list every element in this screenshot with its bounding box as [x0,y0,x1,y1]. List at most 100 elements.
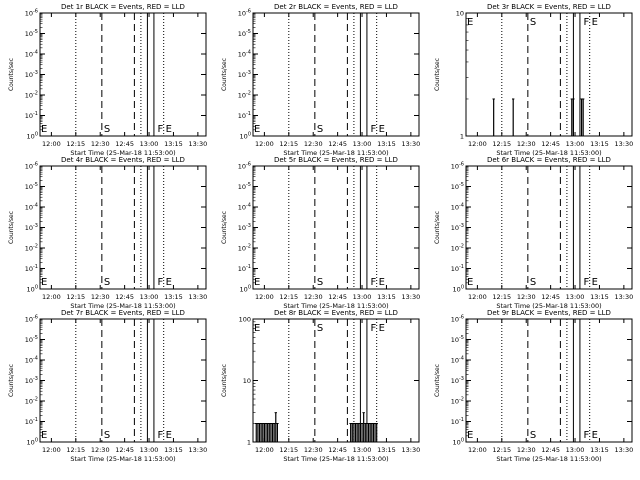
x-tick-label: 12:45 [328,140,347,148]
marker-f: F [584,277,590,288]
y-axis-title: Counts/sec [221,364,228,397]
x-axis-title: Start Time (25-Mar-18 11:53:00) [70,149,175,157]
plot-frame [39,12,207,137]
y-tick-label: 10-6 [451,162,464,171]
y-tick-label: 10-2 [451,397,464,406]
y-tick-label: 100 [27,285,38,294]
x-tick-label: 13:00 [140,140,159,148]
panel-det-3: Det 3r BLACK = Events, RED = LLD 12:00 12:… [434,3,633,157]
marker-e: E [379,124,385,135]
x-axis-title: Start Time (25-Mar-18 11:53:00) [496,149,601,157]
marker-e: E [467,17,473,28]
y-tick-label: 10 [456,10,464,18]
y-tick-label: 10-6 [451,315,464,324]
plot-frame [252,165,420,290]
y-tick-label: 1 [247,439,251,447]
marker-s: S [104,277,110,288]
y-axis-title: Counts/sec [434,364,441,397]
marker-s: S [530,430,536,441]
x-tick-label: 12:45 [115,293,134,301]
marker-f: F [158,277,164,288]
x-tick-label: 12:15 [279,293,298,301]
x-axis-title: Start Time (25-Mar-18 11:53:00) [70,455,175,463]
x-tick-label: 13:00 [353,446,372,454]
x-tick-label: 13:15 [377,293,396,301]
x-tick-label: 13:15 [377,446,396,454]
x-tick-label: 12:15 [492,140,511,148]
y-tick-label: 10-1 [238,111,251,120]
panel-det-9: Det 9r BLACK = Events, RED = LLD 12:00 12:… [434,309,633,463]
y-tick-label: 10-3 [238,223,251,232]
x-tick-label: 13:15 [590,293,609,301]
y-tick-label: 100 [453,438,464,447]
panel-det-5: Det 5r BLACK = Events, RED = LLD 12:00 12:… [221,156,420,310]
x-tick-label: 12:00 [468,446,487,454]
x-tick-label: 13:15 [164,293,183,301]
x-tick-label: 12:15 [492,293,511,301]
y-tick-label: 10-3 [451,223,464,232]
panel-title: Det 7r BLACK = Events, RED = LLD [61,309,185,317]
y-tick-label: 10-3 [238,70,251,79]
x-tick-label: 12:30 [517,446,536,454]
y-tick-label: 10-6 [25,315,38,324]
marker-e: E [166,124,172,135]
plot-frame [252,12,420,137]
y-tick-label: 10-2 [238,91,251,100]
marker-s: S [317,323,323,334]
marker-s: S [317,124,323,135]
plot-frame [465,12,633,137]
x-tick-label: 13:30 [401,446,420,454]
marker-e: E [592,17,598,28]
y-tick-label: 100 [27,438,38,447]
marker-s: S [104,124,110,135]
marker-e: E [592,430,598,441]
y-axis-title: Counts/sec [8,364,15,397]
panel-title: Det 2r BLACK = Events, RED = LLD [274,3,398,11]
y-tick-label: 10-6 [238,9,251,18]
marker-f: F [584,430,590,441]
x-tick-label: 12:15 [66,140,85,148]
y-tick-label: 10-1 [451,417,464,426]
y-tick-label: 1 [460,133,464,141]
x-tick-label: 13:00 [566,446,585,454]
marker-e: E [379,277,385,288]
marker-e: E [254,323,260,334]
panel-det-6: Det 6r BLACK = Events, RED = LLD 12:00 12:… [434,156,633,310]
x-tick-label: 12:00 [42,140,61,148]
x-tick-label: 12:15 [492,446,511,454]
y-tick-label: 10-5 [451,182,464,191]
marker-e: E [254,124,260,135]
x-tick-label: 12:45 [541,446,560,454]
x-tick-label: 12:45 [115,446,134,454]
marker-e: E [166,430,172,441]
panel-det-4: Det 4r BLACK = Events, RED = LLD 12:00 12:… [8,156,207,310]
y-tick-label: 10-5 [451,335,464,344]
marker-e: E [41,124,47,135]
plot-frame [39,165,207,290]
y-tick-label: 10-2 [25,91,38,100]
marker-e: E [41,430,47,441]
y-axis-title: Counts/sec [8,58,15,91]
x-axis-title: Start Time (25-Mar-18 11:53:00) [70,302,175,310]
y-tick-label: 100 [27,132,38,141]
y-tick-label: 100 [240,132,251,141]
marker-f: F [158,430,164,441]
y-tick-label: 10-5 [25,335,38,344]
y-tick-label: 10-2 [451,244,464,253]
panel-title: Det 3r BLACK = Events, RED = LLD [487,3,611,11]
y-tick-label: 10-4 [451,356,464,365]
y-tick-label: 10-1 [451,264,464,273]
x-tick-label: 12:30 [304,446,323,454]
y-axis-title: Counts/sec [8,211,15,244]
x-tick-label: 13:00 [566,140,585,148]
y-tick-label: 10-1 [25,111,38,120]
y-tick-label: 10-3 [25,376,38,385]
x-tick-label: 12:30 [91,446,110,454]
y-tick-label: 10-5 [238,182,251,191]
y-tick-label: 10-2 [25,397,38,406]
panel-title: Det 5r BLACK = Events, RED = LLD [274,156,398,164]
y-tick-label: 10-3 [451,376,464,385]
x-tick-label: 12:45 [541,293,560,301]
x-tick-label: 12:00 [42,293,61,301]
